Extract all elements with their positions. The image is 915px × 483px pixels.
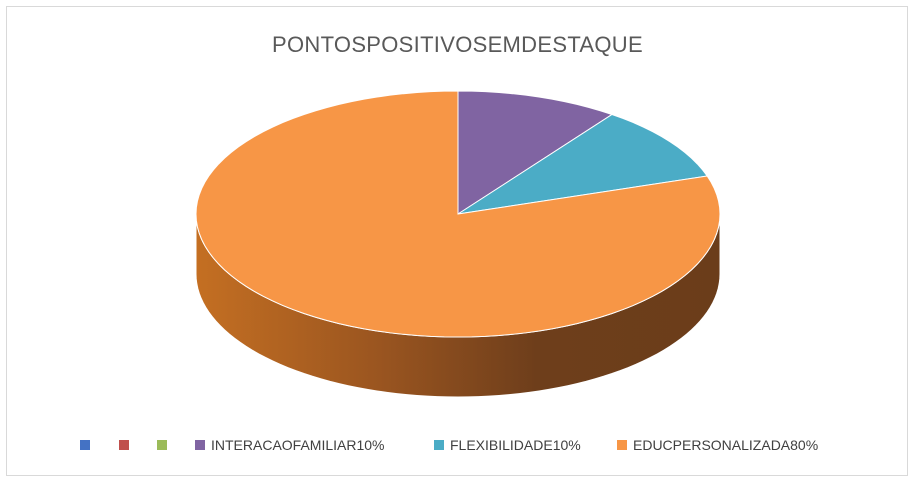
legend-item: FLEXIBILIDADE10% (434, 436, 581, 454)
legend-label: FLEXIBILIDADE10% (450, 437, 581, 453)
legend-swatch (617, 440, 627, 450)
legend-label: INTERACAOFAMILIAR10% (211, 437, 385, 453)
legend-swatch (157, 440, 167, 450)
chart-title: PONTOSPOSITIVOSEMDESTAQUE (272, 32, 643, 57)
legend-swatch (80, 440, 90, 450)
legend-label: EDUCPERSONALIZADA80% (633, 437, 819, 453)
pie-slice (457, 90, 614, 215)
legend-item (80, 436, 96, 454)
legend-item: INTERACAOFAMILIAR10% (195, 436, 385, 454)
legend-item: EDUCPERSONALIZADA80% (617, 436, 818, 454)
legend-item (157, 436, 173, 454)
legend-swatch (195, 440, 205, 450)
legend-swatch (119, 440, 129, 450)
legend-swatch (434, 440, 444, 450)
pie-slice (457, 113, 709, 215)
legend-item (119, 436, 135, 454)
chart-legend: INTERACAOFAMILIAR10% FLEXIBILIDADE10% ED… (0, 436, 915, 454)
pie-slice (195, 90, 721, 338)
